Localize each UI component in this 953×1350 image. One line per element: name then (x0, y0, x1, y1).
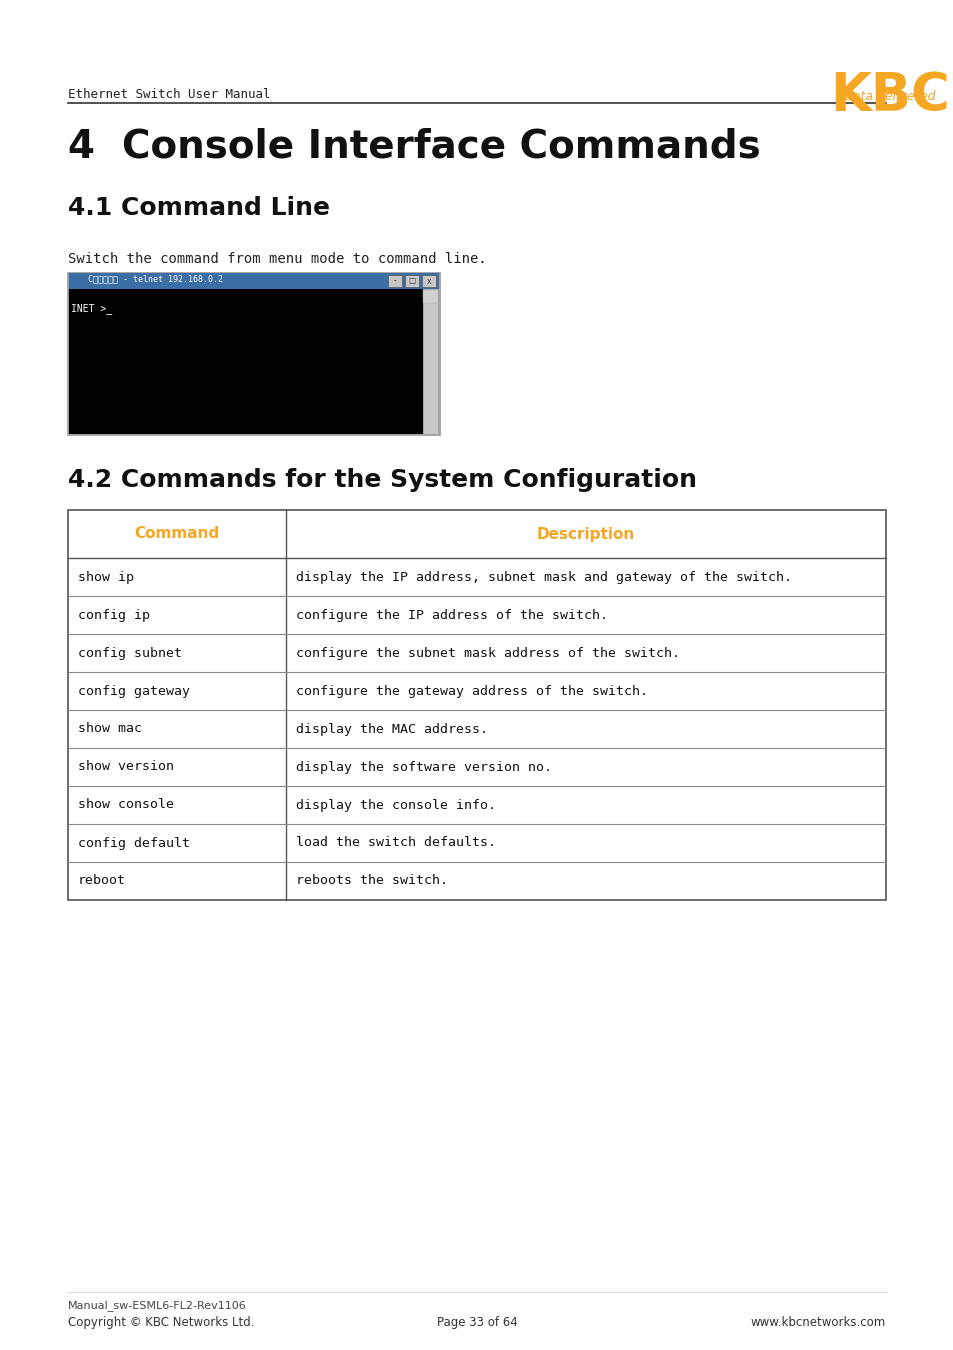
Text: config default: config default (78, 837, 190, 849)
Text: config subnet: config subnet (78, 647, 182, 660)
Text: display the console info.: display the console info. (295, 798, 496, 811)
Text: Manual_sw-ESML6-FL2-Rev1106: Manual_sw-ESML6-FL2-Rev1106 (68, 1300, 247, 1311)
Bar (68, 510, 885, 900)
Text: display the software version no.: display the software version no. (295, 760, 552, 774)
Text: Switch the command from menu mode to command line.: Switch the command from menu mode to com… (68, 252, 486, 266)
Text: x: x (426, 277, 431, 285)
Text: reboot: reboot (78, 875, 126, 887)
Bar (69, 289, 422, 433)
Text: Page 33 of 64: Page 33 of 64 (436, 1316, 517, 1328)
Text: display the MAC address.: display the MAC address. (295, 722, 488, 736)
Text: configure the subnet mask address of the switch.: configure the subnet mask address of the… (295, 647, 679, 660)
Bar (421, 275, 436, 288)
Text: config ip: config ip (78, 609, 150, 621)
Text: show console: show console (78, 798, 173, 811)
Text: 4.1 Command Line: 4.1 Command Line (68, 196, 330, 220)
Bar (422, 289, 437, 433)
Bar (422, 290, 437, 302)
Text: C命令提示符 - telnet 192.168.0.2: C命令提示符 - telnet 192.168.0.2 (88, 274, 223, 284)
Text: reboots the switch.: reboots the switch. (295, 875, 448, 887)
Text: INET >_: INET >_ (71, 302, 112, 315)
Text: www.kbcnetworks.com: www.kbcnetworks.com (750, 1316, 885, 1328)
Text: load the switch defaults.: load the switch defaults. (295, 837, 496, 849)
Text: configure the IP address of the switch.: configure the IP address of the switch. (295, 609, 607, 621)
Bar (405, 275, 418, 288)
Text: configure the gateway address of the switch.: configure the gateway address of the swi… (295, 684, 647, 698)
Text: display the IP address, subnet mask and gateway of the switch.: display the IP address, subnet mask and … (295, 571, 791, 583)
Text: □: □ (408, 277, 416, 285)
Text: config gateway: config gateway (78, 684, 190, 698)
Text: -: - (394, 277, 395, 285)
Text: show version: show version (78, 760, 173, 774)
Text: 4.2 Commands for the System Configuration: 4.2 Commands for the System Configuratio… (68, 468, 697, 491)
Bar (69, 273, 438, 289)
Bar (388, 275, 401, 288)
Text: show ip: show ip (78, 571, 133, 583)
Bar (68, 273, 439, 435)
Text: Ethernet Switch User Manual: Ethernet Switch User Manual (68, 88, 271, 101)
Text: Copyright © KBC Networks Ltd.: Copyright © KBC Networks Ltd. (68, 1316, 254, 1328)
Text: data delivered: data delivered (843, 90, 934, 103)
Text: 4  Console Interface Commands: 4 Console Interface Commands (68, 128, 760, 166)
Text: Description: Description (537, 526, 635, 541)
Text: Command: Command (134, 526, 219, 541)
Text: show mac: show mac (78, 722, 142, 736)
Text: KBC: KBC (829, 70, 949, 122)
